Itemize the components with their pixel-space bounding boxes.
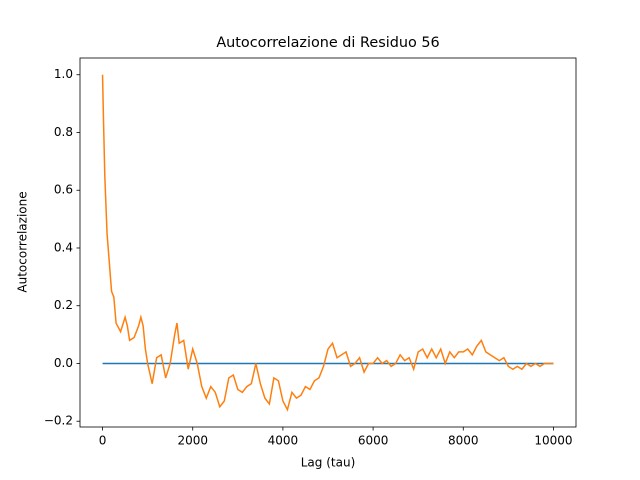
chart-title: Autocorrelazione di Residuo 56	[216, 35, 439, 51]
y-tick-label: 0.6	[54, 183, 73, 197]
y-tick-label: 0.4	[54, 240, 73, 254]
x-tick-label: 8000	[448, 434, 479, 448]
x-axis-label: Lag (tau)	[301, 456, 356, 470]
x-tick-label: 0	[99, 434, 107, 448]
series-line	[101, 74, 554, 412]
y-tick-label: 0.0	[54, 356, 73, 370]
y-axis-label: Autocorrelazione	[16, 191, 30, 292]
y-tick-label: −0.2	[44, 414, 73, 428]
y-tick-label: 0.2	[54, 298, 73, 312]
y-tick-label: 0.8	[54, 125, 73, 139]
plot-frame	[79, 57, 577, 428]
x-tick-label: 2000	[177, 434, 208, 448]
y-tick-label: 1.0	[54, 67, 73, 81]
x-tick-label: 4000	[268, 434, 299, 448]
x-tick-label: 10000	[534, 434, 572, 448]
x-tick-label: 6000	[358, 434, 389, 448]
